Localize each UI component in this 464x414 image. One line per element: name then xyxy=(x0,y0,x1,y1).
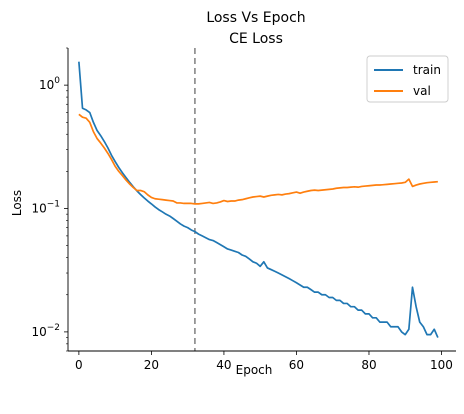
series-line-val xyxy=(78,113,438,205)
series-line-train xyxy=(78,61,439,338)
y-tick-label: 10−2 xyxy=(31,323,60,339)
x-tick-label: 20 xyxy=(144,358,159,372)
chart-subtitle: CE Loss xyxy=(229,31,283,47)
x-axis-label: Epoch xyxy=(236,363,273,377)
series-lines xyxy=(78,61,439,338)
x-tick-label: 40 xyxy=(216,358,231,372)
y-tick-label: 10−1 xyxy=(31,200,60,216)
chart-title: Loss Vs Epoch xyxy=(206,10,305,26)
x-axis-ticks: 0 20 40 60 80 100 xyxy=(75,351,453,372)
y-tick-label: 100 xyxy=(39,76,60,92)
legend-label-val: val xyxy=(413,84,431,98)
y-axis-ticks: 100 10−1 10−2 xyxy=(31,47,68,352)
x-tick-label: 100 xyxy=(430,358,453,372)
legend-label-train: train xyxy=(413,63,441,77)
x-tick-label: 80 xyxy=(361,358,376,372)
y-axis-label: Loss xyxy=(10,190,24,216)
legend: train val xyxy=(366,55,449,103)
x-tick-label: 60 xyxy=(289,358,304,372)
x-tick-label: 0 xyxy=(75,358,83,372)
